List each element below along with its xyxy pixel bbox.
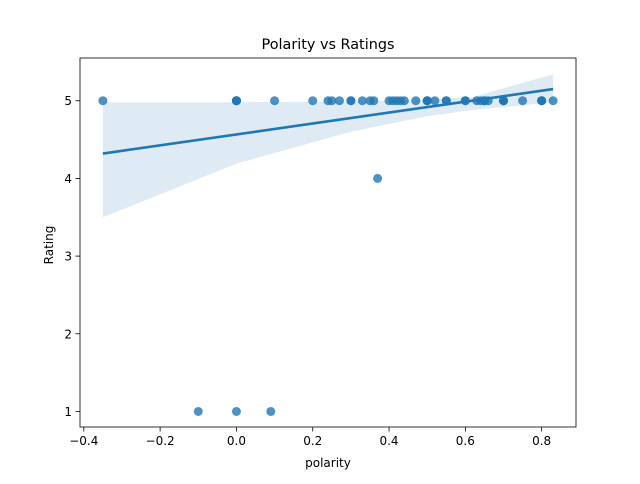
data-point — [499, 96, 509, 106]
data-point — [399, 96, 409, 106]
data-point — [373, 173, 383, 183]
x-tick-label: 0.2 — [303, 434, 322, 448]
x-axis: −0.4 −0.2 0.0 0.2 0.4 0.6 0.8 — [69, 427, 551, 448]
data-point — [270, 96, 280, 106]
data-point — [518, 96, 528, 106]
y-axis-label: Rating — [42, 226, 56, 265]
data-point — [231, 96, 241, 106]
x-axis-label: polarity — [305, 456, 351, 470]
regression-line-layer — [102, 87, 554, 155]
y-tick-label: 2 — [64, 327, 72, 341]
y-tick-label: 5 — [64, 94, 72, 108]
y-axis: 1 2 3 4 5 — [64, 94, 80, 419]
chart-title: Polarity vs Ratings — [262, 37, 395, 53]
data-point — [98, 96, 108, 106]
data-point — [430, 96, 440, 106]
x-tick-label: 0.6 — [456, 434, 475, 448]
data-point — [334, 96, 344, 106]
data-point — [231, 406, 241, 416]
data-point — [537, 96, 547, 106]
x-tick-label: −0.4 — [69, 434, 98, 448]
y-tick-label: 1 — [64, 405, 72, 419]
data-points-layer — [98, 96, 558, 416]
y-tick-label: 3 — [64, 250, 72, 264]
plot-area-frame — [79, 57, 577, 428]
data-point — [369, 96, 379, 106]
data-point — [266, 406, 276, 416]
x-tick-label: 0.4 — [379, 434, 398, 448]
data-point — [193, 406, 203, 416]
data-point — [411, 96, 421, 106]
data-point — [422, 96, 432, 106]
confidence-band-layer — [102, 74, 554, 218]
data-point — [357, 96, 367, 106]
x-tick-label: 0.0 — [227, 434, 246, 448]
x-tick-label: −0.2 — [146, 434, 175, 448]
data-point — [548, 96, 558, 106]
x-tick-label: 0.8 — [532, 434, 551, 448]
y-tick-label: 4 — [64, 172, 72, 186]
regression-line — [102, 87, 554, 155]
confidence-band — [102, 74, 554, 218]
data-point — [346, 96, 356, 106]
data-point — [308, 96, 318, 106]
data-point — [327, 96, 337, 106]
